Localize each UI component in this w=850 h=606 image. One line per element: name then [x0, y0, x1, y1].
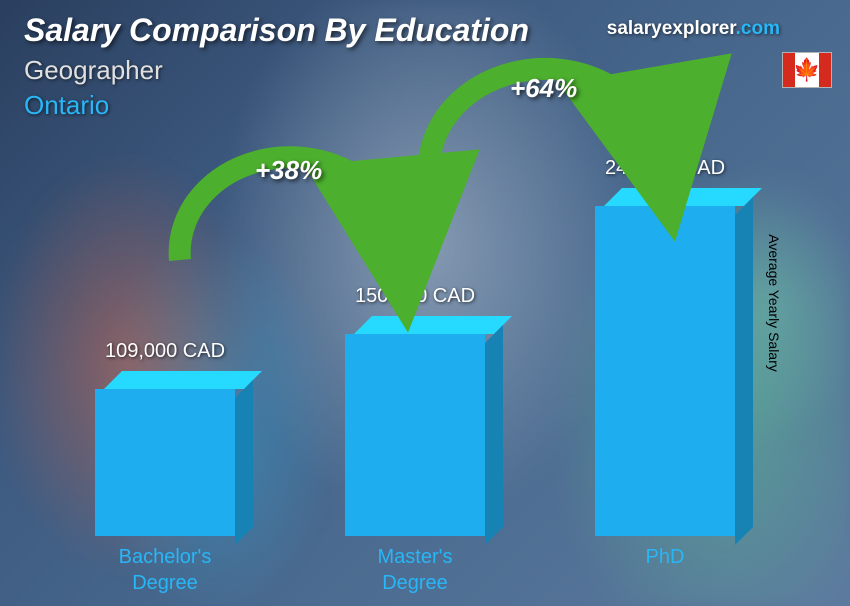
x-axis-label: Master'sDegree — [325, 544, 505, 596]
bar: 245,000 CAD — [575, 157, 755, 536]
increase-arc: +64% — [410, 45, 680, 210]
chart-area: 109,000 CAD150,000 CAD245,000 CAD +38% — [40, 160, 790, 536]
bar: 109,000 CAD — [75, 340, 255, 536]
bar: 150,000 CAD — [325, 285, 505, 536]
brand-watermark: salaryexplorer.com — [607, 18, 780, 40]
maple-leaf-icon: 🍁 — [795, 53, 819, 87]
x-axis-labels: Bachelor'sDegree Master'sDegree PhD — [40, 544, 790, 596]
bar-value-label: 109,000 CAD — [105, 340, 225, 363]
country-flag-icon: 🍁 — [782, 52, 832, 88]
brand-name: salaryexplorer — [607, 18, 736, 39]
brand-suffix: .com — [736, 18, 780, 39]
bar-value-label: 150,000 CAD — [355, 285, 475, 308]
increase-label: +38% — [255, 155, 322, 186]
x-axis-label: PhD — [575, 544, 755, 596]
increase-label: +64% — [510, 73, 577, 104]
increase-arc: +38% — [160, 130, 420, 285]
x-axis-label: Bachelor'sDegree — [75, 544, 255, 596]
